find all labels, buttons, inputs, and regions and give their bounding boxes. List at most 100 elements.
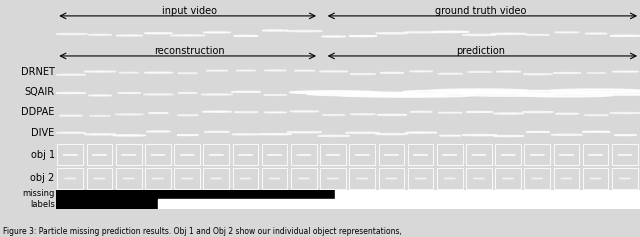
Text: ground truth video: ground truth video	[435, 6, 527, 16]
Bar	[408, 168, 433, 189]
Bar	[174, 168, 200, 189]
Circle shape	[380, 72, 404, 73]
Circle shape	[561, 178, 572, 179]
Bar	[145, 145, 171, 165]
Bar	[262, 145, 287, 165]
Bar	[232, 145, 259, 165]
Circle shape	[94, 178, 105, 179]
Circle shape	[294, 70, 315, 71]
Circle shape	[473, 178, 484, 179]
Circle shape	[115, 114, 143, 115]
Circle shape	[438, 112, 462, 113]
Circle shape	[377, 114, 407, 115]
Circle shape	[56, 132, 85, 133]
Bar	[320, 145, 346, 165]
Text: SQAIR: SQAIR	[24, 87, 54, 97]
Text: reconstruction: reconstruction	[154, 46, 225, 56]
Circle shape	[147, 131, 170, 132]
Text: prediction: prediction	[456, 46, 506, 56]
Bar	[262, 168, 287, 189]
Circle shape	[234, 35, 258, 36]
Bar	[58, 145, 83, 165]
Circle shape	[440, 135, 461, 136]
Circle shape	[346, 132, 380, 133]
Circle shape	[120, 72, 139, 73]
Circle shape	[264, 112, 287, 113]
Circle shape	[521, 94, 613, 97]
Circle shape	[231, 91, 260, 92]
Circle shape	[582, 131, 610, 132]
Circle shape	[367, 93, 475, 97]
Circle shape	[491, 90, 585, 94]
Circle shape	[88, 95, 111, 96]
Circle shape	[524, 74, 552, 75]
Circle shape	[287, 30, 322, 32]
Circle shape	[619, 178, 630, 179]
Bar	[612, 145, 637, 165]
Bar	[437, 168, 463, 189]
Circle shape	[88, 34, 112, 35]
Circle shape	[204, 131, 229, 132]
Circle shape	[410, 71, 433, 72]
Circle shape	[259, 134, 292, 135]
Circle shape	[610, 35, 640, 36]
Circle shape	[376, 33, 408, 34]
Circle shape	[287, 132, 322, 133]
Circle shape	[386, 178, 397, 179]
Bar	[466, 145, 492, 165]
Circle shape	[264, 70, 286, 71]
Bar	[554, 145, 579, 165]
Circle shape	[497, 71, 521, 72]
Circle shape	[350, 114, 375, 115]
Bar	[291, 168, 317, 189]
Circle shape	[177, 115, 198, 116]
Bar	[86, 145, 113, 165]
Circle shape	[54, 33, 87, 35]
Circle shape	[237, 70, 255, 71]
Circle shape	[177, 135, 198, 136]
Circle shape	[143, 94, 173, 95]
Bar	[495, 168, 521, 189]
Circle shape	[410, 111, 433, 112]
Circle shape	[350, 74, 376, 75]
Circle shape	[466, 111, 493, 112]
Circle shape	[461, 93, 556, 96]
Circle shape	[152, 178, 164, 179]
Bar	[612, 168, 637, 189]
Circle shape	[269, 178, 280, 179]
Text: Figure 3: Particle missing prediction results. Obj 1 and Obj 2 show our individu: Figure 3: Particle missing prediction re…	[3, 227, 402, 236]
Circle shape	[327, 178, 339, 179]
Circle shape	[612, 71, 639, 72]
Circle shape	[444, 178, 456, 179]
Circle shape	[403, 90, 499, 94]
Circle shape	[56, 92, 86, 94]
Circle shape	[338, 93, 446, 97]
Circle shape	[550, 89, 640, 92]
Bar	[466, 168, 492, 189]
Circle shape	[181, 178, 193, 179]
Circle shape	[84, 71, 116, 72]
Bar	[349, 145, 375, 165]
Bar	[378, 145, 404, 165]
Circle shape	[145, 72, 173, 73]
Circle shape	[322, 36, 346, 37]
Text: input video: input video	[162, 6, 216, 16]
Bar	[437, 145, 463, 165]
Circle shape	[113, 135, 146, 136]
Circle shape	[179, 92, 197, 93]
Circle shape	[572, 91, 640, 95]
Circle shape	[404, 32, 438, 33]
Bar	[554, 168, 579, 189]
Bar	[524, 168, 550, 189]
Bar	[174, 145, 200, 165]
Circle shape	[234, 112, 258, 113]
Circle shape	[356, 178, 368, 179]
Bar	[291, 145, 317, 165]
Circle shape	[405, 132, 437, 133]
Circle shape	[522, 112, 554, 113]
Circle shape	[584, 115, 609, 116]
Circle shape	[298, 178, 310, 179]
Circle shape	[586, 33, 607, 34]
Text: DIVE: DIVE	[31, 128, 54, 138]
Bar	[145, 168, 171, 189]
